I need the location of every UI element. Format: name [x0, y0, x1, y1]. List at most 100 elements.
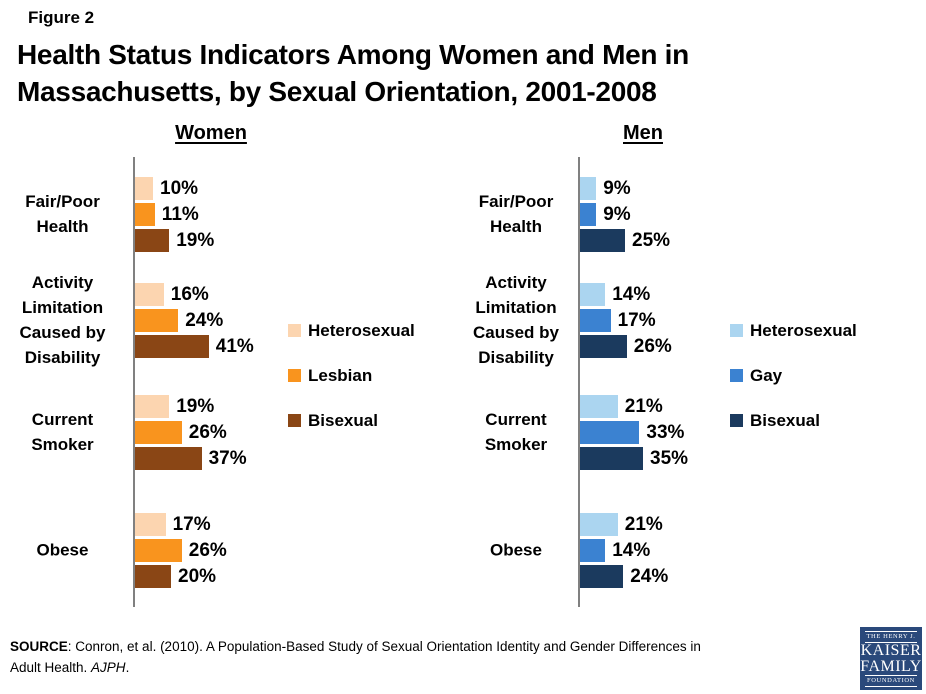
category-label: Current Smoker	[484, 410, 548, 454]
bar-row: 26%	[135, 421, 247, 444]
source-text-line2: Adult Health.	[10, 660, 92, 675]
category-label: Current Smoker	[31, 410, 94, 454]
category-label: Fair/Poor Health	[478, 192, 554, 236]
bar-row: 26%	[135, 539, 227, 562]
bar-value-label: 33%	[646, 421, 685, 443]
chart-bar	[135, 447, 202, 470]
chart-bar	[580, 309, 611, 332]
bar-group: 17% 26% 20%	[135, 513, 227, 588]
bar-value-label: 19%	[176, 395, 215, 417]
chart-bar	[580, 335, 627, 358]
bar-value-label: 24%	[185, 309, 224, 331]
chart-title-line2: Massachusetts, by Sexual Orientation, 20…	[17, 76, 657, 107]
bar-value-label: 9%	[603, 177, 631, 199]
chart-bar	[135, 395, 170, 418]
chart-bar	[135, 421, 182, 444]
chart-panel: Women Fair/Poor Health 10% 11% 19% Activity Li…	[0, 120, 460, 620]
source-label: SOURCE	[10, 639, 68, 654]
chart-bar	[135, 565, 171, 588]
logo-line-family: FAMILY	[860, 657, 922, 675]
legend-swatch	[288, 414, 301, 427]
chart-bar	[135, 229, 170, 252]
bar-row: 26%	[580, 335, 672, 358]
chart-bar	[580, 539, 606, 562]
source-journal: AJPH	[91, 660, 126, 675]
bar-row: 9%	[580, 203, 670, 226]
legend-item: Heterosexual	[730, 320, 857, 340]
chart-bar	[580, 177, 597, 200]
bar-value-label: 11%	[161, 203, 199, 225]
legend-label: Lesbian	[308, 365, 373, 385]
logo-line-kaiser: KAISER	[860, 641, 922, 659]
bar-row: 19%	[135, 229, 214, 252]
bar-value-label: 26%	[633, 335, 672, 357]
chart-bar	[135, 177, 153, 200]
logo-line-foundation: FOUNDATION	[865, 674, 917, 687]
category-label: Obese	[36, 540, 89, 560]
bar-value-label: 17%	[172, 513, 211, 535]
chart-bar	[580, 229, 625, 252]
chart-bar	[135, 539, 182, 562]
legend: Heterosexual Lesbian Bisexual	[288, 320, 415, 430]
bar-group: 21% 14% 24%	[580, 513, 668, 588]
bar-value-label: 21%	[624, 513, 663, 535]
chart-bar	[580, 283, 606, 306]
legend-label: Heterosexual	[308, 320, 415, 340]
bar-row: 14%	[580, 539, 668, 562]
chart-panel: Men Fair/Poor Health 9% 9% 25% Activity Limita…	[460, 120, 926, 620]
category-label: Fair/Poor Health	[25, 192, 100, 236]
bar-row: 10%	[135, 177, 214, 200]
source-text-line1: : Conron, et al. (2010). A Population-Ba…	[67, 639, 701, 654]
bar-row: 14%	[580, 283, 672, 306]
legend-label: Bisexual	[308, 410, 378, 430]
bar-value-label: 10%	[160, 177, 199, 199]
bar-value-label: 35%	[650, 447, 689, 469]
bar-value-label: 20%	[178, 565, 217, 587]
bar-groups: Fair/Poor Health 9% 9% 25% Activity Limitation…	[460, 120, 926, 620]
chart-title: Health Status Indicators Among Women and…	[17, 36, 897, 110]
bar-row: 35%	[580, 447, 688, 470]
chart-bar	[135, 309, 179, 332]
bar-value-label: 24%	[630, 565, 669, 587]
kff-foundation-logo: THE HENRY J. KAISER FAMILY FOUNDATION	[860, 627, 922, 690]
legend-label: Heterosexual	[750, 320, 857, 340]
bar-value-label: 9%	[603, 203, 631, 225]
bar-row: 41%	[135, 335, 254, 358]
chart-bar	[580, 513, 618, 536]
chart-bar	[580, 447, 643, 470]
chart-title-line1: Health Status Indicators Among Women and…	[17, 39, 689, 70]
panel-title-women: Women	[175, 122, 247, 144]
bar-group: 14% 17% 26%	[580, 283, 672, 358]
chart-bar	[135, 283, 164, 306]
bar-row: 25%	[580, 229, 670, 252]
source-note: SOURCE: Conron, et al. (2010). A Populat…	[10, 636, 760, 678]
legend: Heterosexual Gay Bisexual	[730, 320, 857, 430]
bar-group: 9% 9% 25%	[580, 177, 670, 252]
bar-row: 17%	[135, 513, 227, 536]
legend-swatch	[730, 414, 743, 427]
figure-number: Figure 2	[28, 8, 95, 27]
y-axis-line	[578, 157, 580, 607]
y-axis-line	[133, 157, 135, 607]
category-label: Activity Limitation Caused by Disability	[473, 273, 559, 367]
bar-groups: Fair/Poor Health 10% 11% 19% Activity Limitati…	[0, 120, 460, 620]
bar-row: 33%	[580, 421, 688, 444]
bar-value-label: 25%	[632, 229, 671, 251]
bar-value-label: 14%	[612, 539, 651, 561]
bar-row: 9%	[580, 177, 670, 200]
bar-group: 10% 11% 19%	[135, 177, 214, 252]
bar-group: 16% 24% 41%	[135, 283, 254, 358]
bar-value-label: 41%	[215, 335, 254, 357]
bar-group: 19% 26% 37%	[135, 395, 247, 470]
bar-value-label: 26%	[188, 539, 227, 561]
source-period: .	[125, 660, 130, 675]
bar-row: 19%	[135, 395, 247, 418]
bar-value-label: 16%	[170, 283, 209, 305]
legend-item: Bisexual	[288, 410, 415, 430]
bar-value-label: 21%	[624, 395, 663, 417]
bar-row: 11%	[135, 203, 214, 226]
bar-group: 21% 33% 35%	[580, 395, 688, 470]
bar-row: 21%	[580, 395, 688, 418]
bar-row: 21%	[580, 513, 668, 536]
bar-row: 16%	[135, 283, 254, 306]
